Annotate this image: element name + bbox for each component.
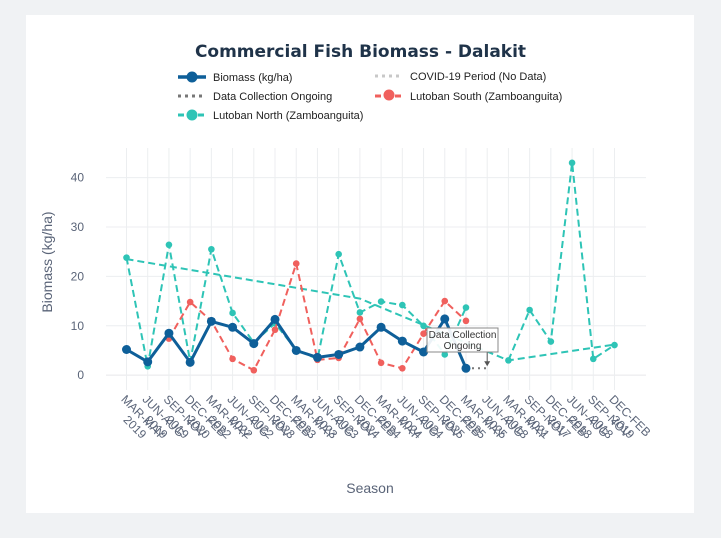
data-point-south — [229, 355, 236, 363]
data-point-north — [399, 301, 406, 309]
data-point-biomass — [185, 357, 195, 367]
trend-line-north — [126, 258, 615, 362]
data-point-north — [505, 357, 512, 364]
data-point-biomass — [291, 345, 301, 355]
data-point-north — [123, 254, 130, 261]
data-point-biomass — [228, 322, 238, 332]
data-point-south — [399, 364, 406, 372]
axis-ticks: 010203040MAR-MAY2019JUN-AUG2019SEP-NOV20… — [71, 171, 654, 442]
data-point-south — [356, 315, 364, 323]
data-point-biomass — [312, 352, 322, 362]
data-point-north — [165, 241, 173, 249]
data-point-biomass — [143, 357, 153, 367]
data-point-north — [462, 304, 470, 311]
series-line-north — [507, 161, 616, 361]
data-point-biomass — [249, 339, 259, 349]
data-point-north — [229, 309, 236, 317]
legend-label-north: Lutoban North (Zamboanguita) — [213, 110, 363, 122]
y-tick-label: 40 — [71, 171, 85, 185]
data-point-biomass — [334, 349, 344, 359]
data-point-north — [589, 355, 597, 363]
chart-title: Commercial Fish Biomass - Dalakit — [194, 42, 527, 62]
data-point-north — [377, 298, 385, 305]
x-axis-title: Season — [346, 480, 393, 496]
legend-item-biomass[interactable]: Biomass (kg/ha) — [178, 71, 292, 85]
data-point-south — [420, 330, 427, 337]
data-point-biomass — [164, 328, 174, 338]
legend-item-ongoing[interactable]: Data Collection Ongoing — [178, 91, 332, 103]
legend-item-covid[interactable]: COVID-19 Period (No Data) — [375, 71, 546, 83]
data-point-north — [335, 250, 342, 258]
data-point-north — [568, 159, 576, 167]
data-point-north — [208, 245, 215, 253]
legend-label-ongoing: Data Collection Ongoing — [213, 91, 332, 103]
data-point-south — [441, 297, 449, 305]
legend-marker-biomass — [186, 71, 198, 83]
data-point-biomass — [270, 314, 280, 324]
data-point-south — [292, 260, 300, 267]
data-point-biomass — [461, 363, 471, 373]
annotation-box — [426, 327, 499, 353]
data-point-biomass — [206, 316, 216, 326]
data-point-north — [356, 309, 364, 316]
data-point-south — [271, 326, 279, 334]
annotation-arrowhead — [484, 361, 491, 367]
y-tick-label: 30 — [71, 220, 85, 234]
data-point-biomass — [122, 345, 131, 355]
annotation-text: Data Collection — [429, 330, 497, 341]
legend-label-biomass: Biomass (kg/ha) — [213, 72, 292, 84]
data-point-north — [441, 351, 449, 358]
data-point-north — [611, 341, 618, 349]
data-point-south — [377, 359, 385, 367]
data-point-south — [186, 298, 194, 306]
legend-marker-south — [383, 89, 395, 101]
data-point-biomass — [397, 336, 407, 346]
y-tick-label: 20 — [71, 269, 85, 283]
data-point-biomass — [419, 347, 429, 357]
data-point-north — [547, 338, 555, 345]
legend-label-south: Lutoban South (Zamboanguita) — [410, 91, 562, 103]
data-point-biomass — [440, 314, 450, 324]
legend-item-north[interactable]: Lutoban North (Zamboanguita) — [178, 109, 363, 123]
data-point-biomass — [376, 322, 386, 332]
y-axis-title: Biomass (kg/ha) — [39, 211, 55, 312]
legend-label-covid: COVID-19 Period (No Data) — [410, 71, 546, 83]
legend-item-south[interactable]: Lutoban South (Zamboanguita) — [375, 89, 562, 104]
y-tick-label: 0 — [77, 368, 84, 382]
legend-marker-north — [186, 109, 198, 121]
series-layer — [122, 159, 618, 374]
data-point-north — [526, 306, 533, 314]
data-point-north — [420, 322, 427, 330]
data-point-biomass — [355, 342, 365, 352]
y-tick-label: 10 — [71, 319, 85, 333]
annotation-text: Ongoing — [444, 341, 482, 352]
legend[interactable]: Biomass (kg/ha) COVID-19 Period (No Data… — [178, 71, 562, 122]
data-point-south — [250, 366, 258, 374]
data-point-south — [462, 317, 470, 325]
